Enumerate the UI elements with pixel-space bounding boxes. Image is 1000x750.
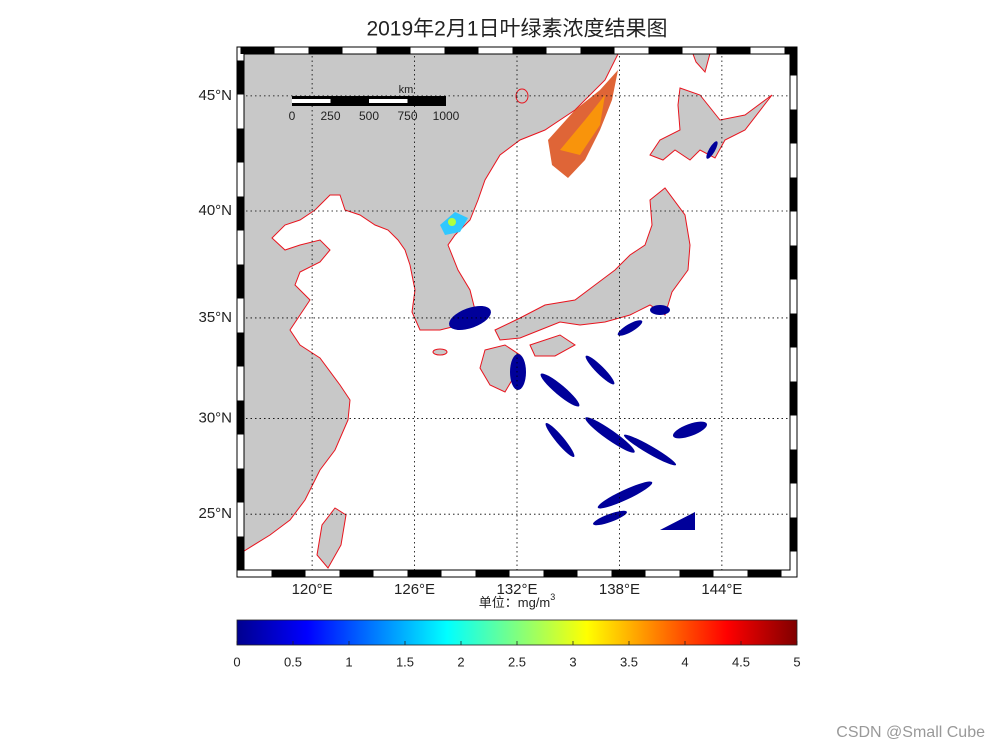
colorbar-tick-label: 1.5 <box>396 654 414 669</box>
watermark: CSDN @Small Cube <box>836 724 985 741</box>
lat-tick-label: 45°N <box>198 87 232 104</box>
chlorophyll-low <box>449 141 718 530</box>
scale-bar-segment <box>369 99 408 103</box>
kyushu <box>479 344 521 393</box>
frame <box>236 46 798 578</box>
scale-bar-label: 1000 <box>433 109 460 123</box>
colorbar-tick-label: 4 <box>681 654 688 669</box>
scale-unit: km <box>399 84 414 96</box>
colorbar-tick-label: 0 <box>233 654 240 669</box>
shikoku <box>529 334 576 357</box>
scale-bar-label: 0 <box>289 109 296 123</box>
mainland <box>240 50 621 555</box>
colorbar-tick-label: 1 <box>345 654 352 669</box>
scale-bar-segment <box>330 96 369 106</box>
lon-tick-label: 138°E <box>599 581 640 598</box>
taiwan <box>316 507 347 569</box>
chlorophyll-high <box>440 70 618 235</box>
lon-tick-label: 120°E <box>292 581 333 598</box>
jeju <box>432 348 448 356</box>
colorbar-tick-label: 0.5 <box>284 654 302 669</box>
colorbar-tick-label: 2 <box>457 654 464 669</box>
scale-bar: km 0 250 500 750 1000 <box>289 84 460 123</box>
colorbar-tick-label: 2.5 <box>508 654 526 669</box>
honshu <box>494 187 691 341</box>
lon-tick-label: 126°E <box>394 581 435 598</box>
colorbar-tick-label: 3.5 <box>620 654 638 669</box>
scale-bar-segment <box>292 99 331 103</box>
lat-tick-label: 30°N <box>198 410 232 427</box>
colorbar-tick-label: 4.5 <box>732 654 750 669</box>
unit-label: 单位：mg/m3 <box>479 592 556 610</box>
scale-bar-label: 500 <box>359 109 379 123</box>
lon-tick-label: 144°E <box>701 581 742 598</box>
lon-tick-label: 132°E <box>496 581 537 598</box>
colorbar: 单位：mg/m3 0 0.5 1 1.5 2 2.5 3 3.5 4 4.5 5 <box>233 592 800 669</box>
lat-tick-label: 25°N <box>198 505 232 522</box>
lat-tick-label: 40°N <box>198 202 232 219</box>
map-area <box>240 50 794 574</box>
scale-bar-label: 750 <box>397 109 417 123</box>
colorbar-tick-label: 3 <box>569 654 576 669</box>
sakhalin <box>690 50 712 74</box>
graticule <box>240 50 794 574</box>
hokkaido <box>649 87 773 161</box>
colorbar-tick-label: 5 <box>793 654 800 669</box>
scale-bar-label: 250 <box>320 109 340 123</box>
scale-bar-segment <box>407 96 446 106</box>
title: 2019年2月1日叶绿素浓度结果图 <box>366 18 667 41</box>
lat-tick-label: 35°N <box>198 309 232 326</box>
